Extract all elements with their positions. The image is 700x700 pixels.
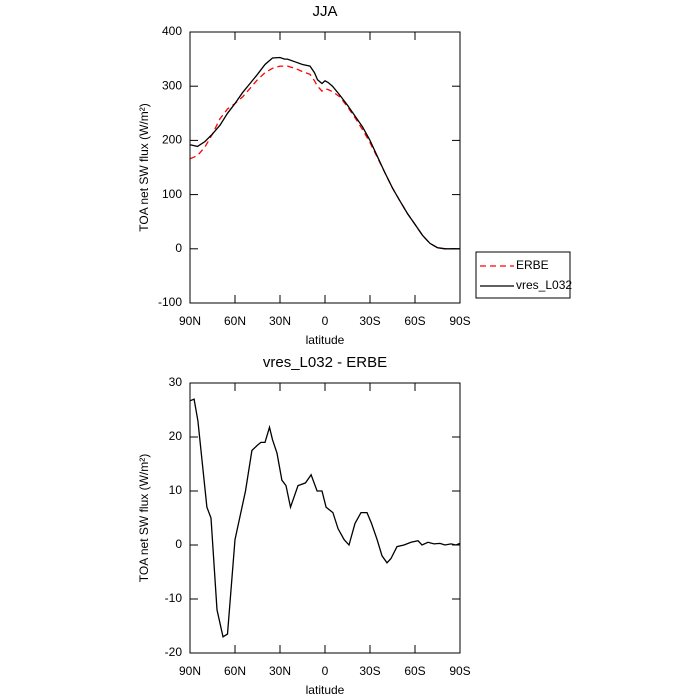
y-tick-label: 20: [169, 429, 183, 443]
legend-label: vres_L032: [516, 278, 572, 292]
x-tick-label: 60S: [404, 664, 425, 678]
x-axis-label: latitude: [306, 683, 345, 697]
y-tick-label: -10: [165, 591, 183, 605]
plot-frame: [189, 31, 461, 304]
legend-label: ERBE: [516, 258, 549, 272]
x-tick-label: 90N: [179, 314, 201, 328]
chart-title: JJA: [312, 3, 337, 20]
y-tick-label: 0: [175, 537, 182, 551]
y-tick-label: -100: [158, 295, 182, 309]
x-tick-label: 60N: [224, 314, 246, 328]
line-series: [189, 65, 460, 250]
y-tick-label: 0: [175, 241, 182, 255]
x-tick-label: 30S: [359, 664, 380, 678]
y-tick-label: 100: [162, 187, 182, 201]
line-series: [189, 398, 461, 638]
x-tick-label: 0: [322, 314, 329, 328]
y-tick-label: -20: [165, 645, 183, 659]
x-axis-label: latitude: [306, 333, 345, 347]
y-tick-label: 30: [169, 375, 183, 389]
legend-box: [475, 251, 571, 299]
y-tick-label: 10: [169, 483, 183, 497]
x-tick-label: 0: [322, 664, 329, 678]
x-tick-label: 60N: [224, 664, 246, 678]
x-tick-label: 30N: [269, 664, 291, 678]
x-tick-label: 90S: [449, 664, 470, 678]
line-series: [189, 56, 460, 250]
y-axis-label: TOA net SW flux (W/m²): [137, 454, 151, 582]
chart-title: vres_L032 - ERBE: [263, 354, 387, 371]
x-tick-label: 60S: [404, 314, 425, 328]
y-tick-label: 200: [162, 133, 182, 147]
x-tick-label: 90S: [449, 314, 470, 328]
x-tick-label: 30S: [359, 314, 380, 328]
x-tick-label: 30N: [269, 314, 291, 328]
plot-frame: [189, 382, 461, 654]
y-axis-label: TOA net SW flux (W/m²): [137, 103, 151, 231]
y-tick-label: 400: [162, 24, 182, 38]
x-tick-label: 90N: [179, 664, 201, 678]
y-tick-label: 300: [162, 78, 182, 92]
